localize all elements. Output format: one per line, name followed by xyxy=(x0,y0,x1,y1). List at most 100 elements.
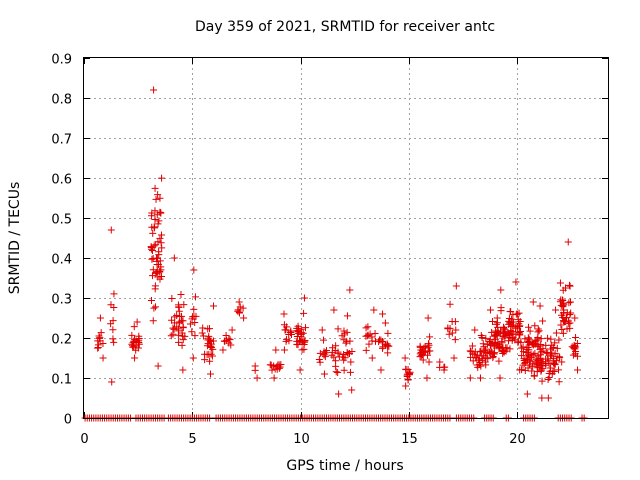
plot-frame xyxy=(83,57,609,419)
data-point xyxy=(151,184,159,192)
data-point xyxy=(235,309,243,317)
data-point xyxy=(206,357,214,365)
data-point xyxy=(486,306,494,314)
data-point xyxy=(566,298,574,306)
data-point xyxy=(270,374,278,382)
data-point xyxy=(334,325,342,333)
data-point xyxy=(452,326,460,334)
data-point xyxy=(545,360,553,368)
data-point xyxy=(156,208,164,216)
data-point xyxy=(384,342,392,350)
y-tick-label: 0.4 xyxy=(51,253,72,268)
data-point xyxy=(549,355,557,363)
data-point xyxy=(149,317,157,325)
data-point xyxy=(316,358,324,366)
data-point xyxy=(542,361,550,369)
data-point xyxy=(343,348,351,356)
x-axis-label: GPS time / hours xyxy=(286,458,403,474)
data-point xyxy=(559,302,567,310)
data-point xyxy=(222,331,230,339)
data-point xyxy=(131,354,139,362)
data-point xyxy=(559,286,567,294)
data-point xyxy=(523,390,531,398)
data-point xyxy=(338,332,346,340)
x-tick-label: 5 xyxy=(188,432,196,447)
data-point xyxy=(524,334,532,342)
data-point xyxy=(493,332,501,340)
y-tick-label: 0.6 xyxy=(51,173,72,188)
data-point xyxy=(419,356,427,364)
data-point xyxy=(179,366,187,374)
data-point xyxy=(506,319,514,327)
data-point xyxy=(529,363,537,371)
data-point xyxy=(190,305,198,313)
data-point xyxy=(149,229,157,237)
data-point xyxy=(300,309,308,317)
data-point xyxy=(157,266,165,274)
data-point xyxy=(507,327,515,335)
data-point xyxy=(110,290,118,298)
x-tick-label: 10 xyxy=(293,432,310,447)
data-point xyxy=(154,362,162,370)
data-point xyxy=(293,333,301,341)
data-point xyxy=(96,337,104,345)
data-point xyxy=(531,322,539,330)
data-point xyxy=(148,247,156,255)
data-point xyxy=(148,209,156,217)
data-point xyxy=(520,356,528,364)
data-point xyxy=(419,351,427,359)
data-point xyxy=(152,254,160,262)
data-point xyxy=(302,324,310,332)
data-point xyxy=(557,321,565,329)
data-point xyxy=(570,343,578,351)
data-point xyxy=(175,327,183,335)
data-point xyxy=(320,336,328,344)
data-point xyxy=(482,354,490,362)
data-point xyxy=(532,337,540,345)
data-point xyxy=(572,348,580,356)
data-point xyxy=(574,366,582,374)
data-point xyxy=(528,367,536,375)
data-point xyxy=(424,343,432,351)
data-point xyxy=(173,323,181,331)
data-point xyxy=(134,344,142,352)
data-point xyxy=(536,356,544,364)
data-point xyxy=(154,191,162,199)
data-point xyxy=(495,357,503,365)
data-point xyxy=(189,354,197,362)
data-point xyxy=(198,329,206,337)
data-point xyxy=(535,342,543,350)
data-point xyxy=(206,325,214,333)
data-point xyxy=(445,330,453,338)
data-point xyxy=(343,337,351,345)
data-point xyxy=(418,350,426,358)
data-point xyxy=(109,335,117,343)
data-point xyxy=(559,329,567,337)
data-point xyxy=(335,390,343,398)
data-point xyxy=(300,294,308,302)
data-point xyxy=(298,346,306,354)
data-point xyxy=(402,382,410,390)
data-point xyxy=(147,243,155,251)
data-point xyxy=(107,320,115,328)
data-point xyxy=(497,286,505,294)
data-point xyxy=(471,326,479,334)
data-point xyxy=(362,324,370,332)
data-point xyxy=(557,296,565,304)
data-point xyxy=(571,314,579,322)
data-point xyxy=(133,318,141,326)
data-point xyxy=(152,195,160,203)
data-point xyxy=(565,281,573,289)
data-point xyxy=(275,361,283,369)
data-point xyxy=(544,394,552,402)
data-point xyxy=(169,324,177,332)
data-point xyxy=(478,333,486,341)
data-point xyxy=(371,330,379,338)
data-point xyxy=(207,343,215,351)
data-point xyxy=(151,303,159,311)
data-point xyxy=(154,220,162,228)
data-point xyxy=(404,376,412,384)
data-point xyxy=(537,367,545,375)
data-point xyxy=(499,350,507,358)
data-point xyxy=(493,319,501,327)
